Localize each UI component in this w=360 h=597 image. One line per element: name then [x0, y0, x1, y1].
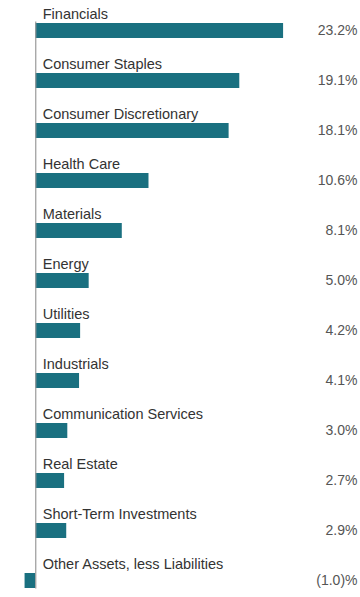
svg-text:Health Care: Health Care [43, 156, 120, 172]
svg-text:Utilities: Utilities [43, 306, 90, 322]
svg-text:Other Assets, less Liabilities: Other Assets, less Liabilities [43, 556, 224, 572]
svg-text:Financials: Financials [43, 6, 108, 22]
svg-text:Materials: Materials [43, 206, 102, 222]
svg-text:Consumer Staples: Consumer Staples [43, 56, 162, 72]
svg-text:18.1%: 18.1% [318, 122, 358, 138]
svg-text:8.1%: 8.1% [326, 222, 358, 238]
svg-text:4.1%: 4.1% [326, 372, 358, 388]
svg-text:19.1%: 19.1% [318, 72, 358, 88]
svg-text:10.6%: 10.6% [318, 172, 358, 188]
svg-text:Industrials: Industrials [43, 356, 109, 372]
svg-text:(1.0)%: (1.0)% [316, 572, 357, 588]
svg-text:23.2%: 23.2% [318, 22, 358, 38]
svg-text:3.0%: 3.0% [326, 422, 358, 438]
svg-text:Communication Services: Communication Services [43, 406, 203, 422]
svg-text:Energy: Energy [43, 256, 90, 272]
svg-text:2.7%: 2.7% [326, 472, 358, 488]
svg-text:5.0%: 5.0% [326, 272, 358, 288]
svg-text:2.9%: 2.9% [326, 522, 358, 538]
svg-text:Real Estate: Real Estate [43, 456, 118, 472]
svg-text:4.2%: 4.2% [326, 322, 358, 338]
svg-text:Short-Term Investments: Short-Term Investments [43, 506, 197, 522]
svg-text:Consumer Discretionary: Consumer Discretionary [43, 106, 199, 122]
